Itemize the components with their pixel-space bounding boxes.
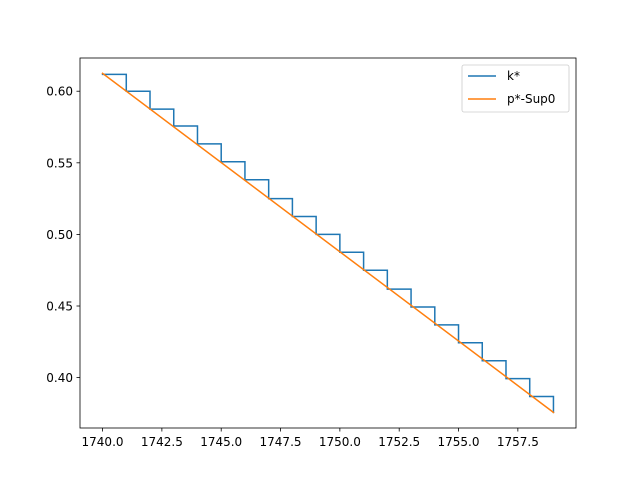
y-axis: 0.40 0.45 0.50 0.55 0.60: [46, 85, 80, 385]
x-tick-label: 1745.0: [200, 435, 242, 449]
x-tick-label: 1752.5: [378, 435, 420, 449]
x-tick-label: 1755.0: [438, 435, 480, 449]
y-tick-label: 0.60: [46, 85, 73, 99]
x-tick-label: 1742.5: [141, 435, 183, 449]
legend: k* p*-Sup0: [461, 64, 570, 113]
plot-frame: [79, 57, 577, 429]
y-tick-label: 0.50: [46, 228, 73, 242]
x-tick-label: 1747.5: [260, 435, 302, 449]
x-tick-label: 1757.5: [497, 435, 539, 449]
series-layer: [101, 72, 555, 414]
series-line-0: [101, 73, 555, 414]
series-line-1: [101, 72, 555, 414]
y-tick-label: 0.40: [46, 371, 73, 385]
x-axis: 1740.0 1742.5 1745.0 1747.5 1750.0 1752.5 1755…: [82, 428, 539, 449]
y-tick-label: 0.55: [46, 156, 73, 170]
legend-label-p-star-sup0: p*-Sup0: [507, 92, 555, 106]
legend-label-k-star: k*: [507, 69, 520, 83]
x-tick-label: 1740.0: [82, 435, 124, 449]
y-tick-label: 0.45: [46, 300, 73, 314]
x-tick-label: 1750.0: [319, 435, 361, 449]
